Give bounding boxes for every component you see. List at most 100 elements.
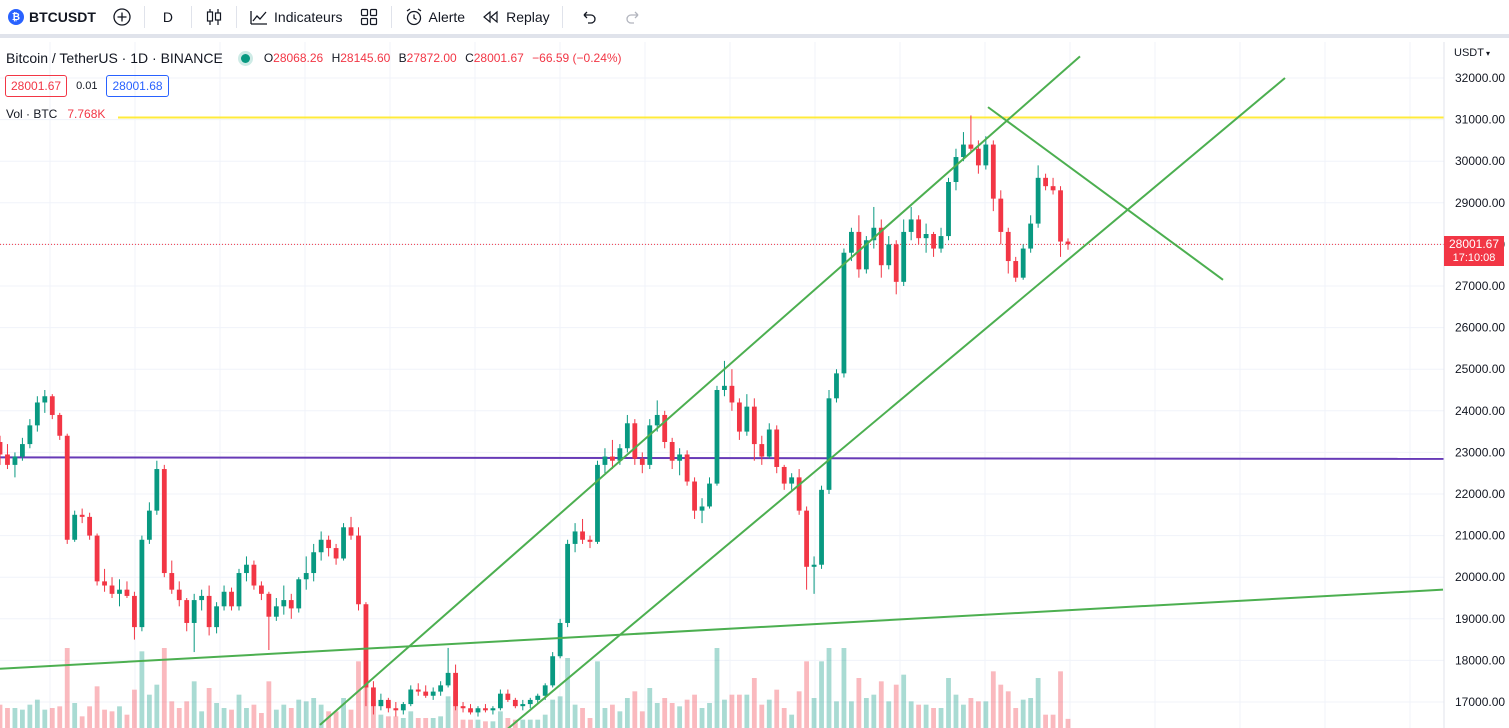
high-label: H <box>331 51 341 65</box>
candle <box>1035 165 1041 228</box>
volume-bar <box>333 711 339 728</box>
candle <box>1005 227 1011 274</box>
candle <box>400 702 406 715</box>
candle <box>714 385 720 486</box>
volume-bar <box>12 708 18 728</box>
candle-body <box>169 573 175 590</box>
compare-symbol-button[interactable] <box>104 0 140 36</box>
redo-button[interactable] <box>611 0 655 36</box>
candle-body <box>505 693 511 700</box>
volume-bar <box>990 671 996 728</box>
alert-button[interactable]: Alerte <box>396 0 474 36</box>
price-tick-label: 22000.00 <box>1455 487 1505 501</box>
candle <box>378 693 384 711</box>
volume-bar <box>946 678 951 728</box>
volume-bar <box>221 708 227 728</box>
candle <box>497 689 503 711</box>
volume-bar <box>154 684 160 728</box>
price-tick-label: 25000.00 <box>1455 362 1505 376</box>
candle <box>117 579 122 607</box>
chart-type-button[interactable] <box>196 0 232 36</box>
volume-bar <box>438 716 444 728</box>
volume-bar <box>535 719 541 728</box>
interval-button[interactable]: D <box>149 0 187 36</box>
volume-bar <box>415 718 421 728</box>
candle-body <box>184 600 190 623</box>
layouts-button[interactable] <box>351 0 387 36</box>
volume-bar <box>87 706 93 728</box>
volume-bar <box>542 714 548 728</box>
candle <box>161 464 167 578</box>
volume-bar <box>1065 718 1071 728</box>
candle <box>333 543 339 565</box>
spread-value: 0.01 <box>76 80 98 92</box>
candle-body <box>572 531 578 544</box>
candle <box>684 450 690 486</box>
volume-bar <box>677 706 683 728</box>
volume-bar <box>251 704 257 728</box>
candle-body <box>146 510 152 540</box>
replay-button[interactable]: Replay <box>473 0 558 36</box>
indicators-label: Indicateurs <box>274 9 343 25</box>
buy-price-button[interactable]: 28001.68 <box>106 75 169 97</box>
candle <box>707 477 712 509</box>
last-price-value: 28001.67 <box>1448 237 1500 251</box>
candle-body <box>214 606 219 628</box>
horizontal-levels <box>0 116 1445 460</box>
currency-unit-button[interactable]: USDT ▾ <box>1454 47 1490 59</box>
candle <box>124 581 130 598</box>
candle-body <box>751 406 757 445</box>
candle <box>490 706 496 715</box>
candle-body <box>512 699 518 707</box>
toolbar-separator <box>390 6 392 28</box>
candle <box>804 506 810 590</box>
volume-bar <box>617 711 623 728</box>
interval-label: D <box>162 9 174 25</box>
candle <box>796 469 802 515</box>
candle-body <box>273 606 279 617</box>
symbol-description: Bitcoin / TetherUS · 1D · BINANCE <box>6 50 223 66</box>
open-label: O <box>263 51 274 65</box>
price-tick-label: 19000.00 <box>1455 612 1505 626</box>
indicators-button[interactable]: Indicateurs <box>241 0 350 36</box>
candle-body <box>527 699 533 705</box>
toolbar-separator <box>561 6 563 28</box>
volume-bar <box>460 719 466 728</box>
sell-price-button[interactable]: 28001.67 <box>5 75 68 97</box>
candle <box>371 681 376 715</box>
candle-body <box>923 234 929 239</box>
volume-bar <box>385 716 391 728</box>
candle <box>311 543 317 582</box>
bar-countdown: 17:10:08 <box>1452 252 1496 264</box>
volume-bar <box>191 681 197 728</box>
candle-body <box>557 622 563 657</box>
candle-body <box>445 672 451 686</box>
price-tick-label: 18000.00 <box>1455 653 1505 667</box>
close-label: C <box>465 51 474 65</box>
candle-body <box>722 385 727 390</box>
candle-body <box>946 182 951 237</box>
candle <box>460 702 466 713</box>
candle-body <box>408 689 414 705</box>
price-chart[interactable]: 32000.0031000.0030000.0029000.0028000.00… <box>0 42 1509 728</box>
candle-body <box>1050 186 1056 191</box>
volume-bar <box>244 708 249 728</box>
candle-body <box>669 442 675 461</box>
candle-body <box>423 691 429 696</box>
candle <box>34 396 40 432</box>
candle <box>654 400 660 432</box>
candle <box>20 437 25 461</box>
price-axis[interactable]: 32000.0031000.0030000.0029000.0028000.00… <box>1455 71 1505 709</box>
candle <box>1013 256 1019 282</box>
volume-bar <box>393 716 399 728</box>
candle <box>348 516 354 540</box>
symbol-search[interactable]: ₿ BTCUSDT <box>0 0 104 36</box>
candle <box>580 518 585 544</box>
candle <box>639 452 645 474</box>
undo-button[interactable] <box>567 0 611 36</box>
candle-body <box>677 454 683 461</box>
candle-body <box>692 481 697 511</box>
volume-bar <box>468 719 473 728</box>
candle <box>662 410 668 449</box>
volume-bar <box>214 703 219 728</box>
